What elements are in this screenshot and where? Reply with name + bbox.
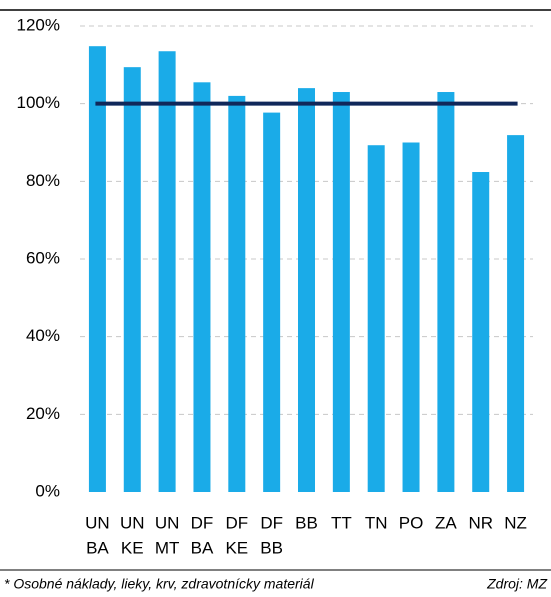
x-tick-label: PO	[399, 513, 424, 532]
bar	[507, 135, 525, 492]
source: Zdroj: MZ	[486, 576, 547, 592]
x-tick-label: NZ	[504, 513, 527, 532]
x-tick-label: DF	[260, 513, 283, 532]
y-tick-label: 120%	[17, 15, 60, 34]
x-tick-label: TN	[365, 513, 388, 532]
x-tick-label: TT	[331, 513, 352, 532]
bar	[298, 88, 315, 492]
x-tick-label: NR	[468, 513, 493, 532]
x-tick-label: BA	[191, 538, 214, 557]
y-tick-label: 100%	[17, 93, 60, 112]
bar	[472, 172, 490, 492]
x-tick-label: ZA	[435, 513, 457, 532]
bar	[228, 95, 246, 493]
y-tick-label: 0%	[35, 481, 60, 500]
bar	[123, 67, 141, 492]
bar	[88, 46, 106, 493]
bar	[332, 92, 350, 493]
x-tick-label: DF	[191, 513, 214, 532]
x-tick-label: BA	[86, 538, 109, 557]
y-tick-label: 80%	[26, 171, 60, 190]
x-tick-label: MT	[155, 538, 180, 557]
bar	[158, 51, 176, 492]
bar	[367, 145, 385, 493]
y-tick-label: 40%	[26, 326, 60, 345]
x-tick-label: KE	[225, 538, 248, 557]
bar	[437, 92, 455, 493]
footnote: * Osobné náklady, lieky, krv, zdravotníc…	[4, 576, 315, 592]
x-tick-label: UN	[120, 513, 145, 532]
y-tick-label: 60%	[26, 248, 60, 267]
x-tick-label: UN	[85, 513, 110, 532]
bar	[402, 142, 420, 492]
x-tick-label: UN	[155, 513, 180, 532]
x-tick-label: DF	[225, 513, 248, 532]
x-tick-label: BB	[295, 513, 318, 532]
x-tick-label: BB	[260, 538, 283, 557]
x-tick-label: KE	[121, 538, 144, 557]
bar	[263, 112, 281, 493]
y-tick-label: 20%	[26, 404, 60, 423]
bar	[193, 82, 211, 492]
